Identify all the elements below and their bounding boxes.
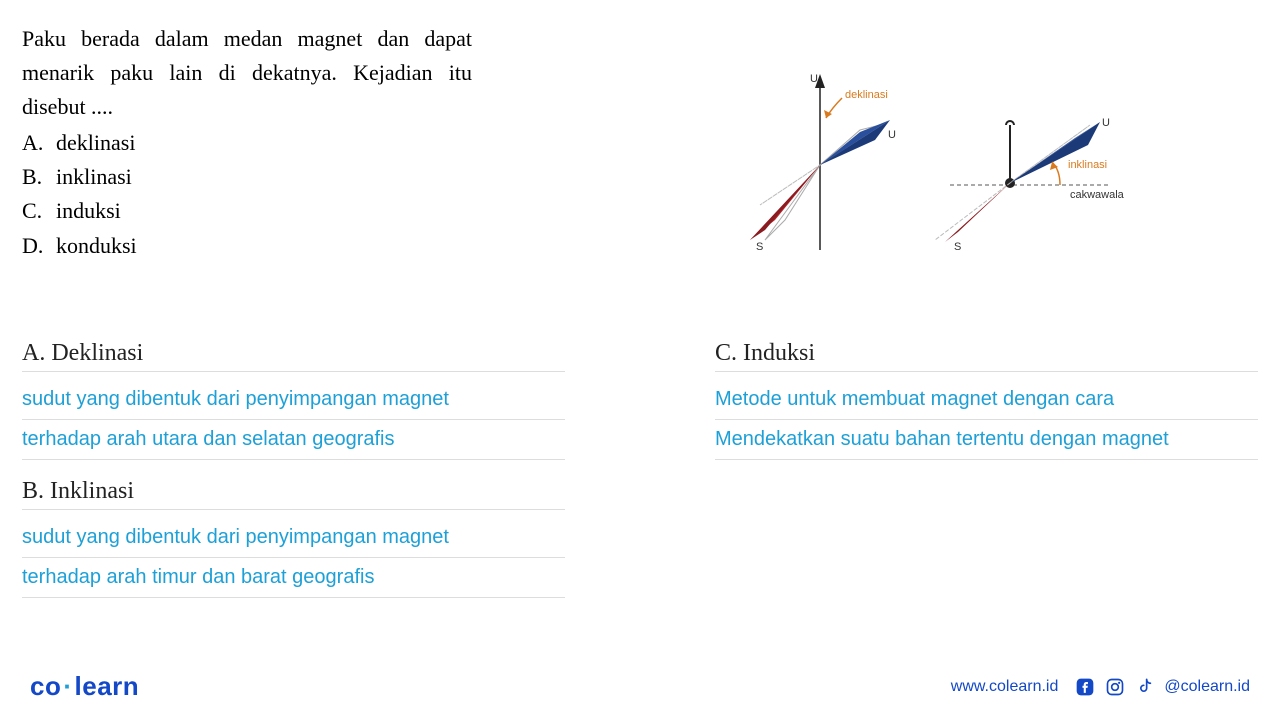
brand-dot-icon: · — [63, 671, 72, 702]
options-list: A. deklinasi B. inklinasi C. induksi D. … — [22, 126, 472, 262]
label-deklinasi: deklinasi — [845, 89, 888, 101]
note-b-line1: sudut yang dibentuk dari penyimpangan ma… — [22, 518, 565, 558]
note-a-title: A. Deklinasi — [22, 340, 565, 372]
option-text: deklinasi — [56, 126, 135, 160]
instagram-icon — [1104, 676, 1126, 698]
note-a-line1: sudut yang dibentuk dari penyimpangan ma… — [22, 380, 565, 420]
option-letter: B. — [22, 160, 48, 194]
note-a-line2: terhadap arah utara dan selatan geografi… — [22, 420, 565, 460]
social-icons: @colearn.id — [1074, 676, 1250, 698]
diagram-declination: U U S deklinasi — [750, 73, 896, 253]
social-handle: @colearn.id — [1164, 678, 1250, 696]
diagram-inclination: U S inklinasi cakwawala — [935, 117, 1125, 253]
label-cakrawala: cakwawala — [1070, 189, 1125, 201]
option-d: D. konduksi — [22, 229, 472, 263]
footer-right: www.colearn.id @colearn.id — [951, 676, 1250, 698]
note-c-block: C. Induksi Metode untuk membuat magnet d… — [715, 340, 1258, 460]
facebook-icon — [1074, 676, 1096, 698]
brand-right: learn — [75, 671, 140, 701]
notes-right-column: C. Induksi Metode untuk membuat magnet d… — [715, 340, 1258, 598]
diagram-area: U U S deklinasi — [740, 70, 1140, 260]
notes-left-column: A. Deklinasi sudut yang dibentuk dari pe… — [22, 340, 565, 598]
note-a-block: A. Deklinasi sudut yang dibentuk dari pe… — [22, 340, 565, 460]
brand-left: co — [30, 671, 61, 701]
footer: co·learn www.colearn.id @colearn.id — [30, 671, 1250, 702]
note-c-title: C. Induksi — [715, 340, 1258, 372]
brand-logo: co·learn — [30, 671, 139, 702]
tiktok-icon — [1134, 676, 1156, 698]
option-c: C. induksi — [22, 194, 472, 228]
label-u-needle: U — [888, 129, 896, 141]
option-text: konduksi — [56, 229, 137, 263]
notes-grid: A. Deklinasi sudut yang dibentuk dari pe… — [22, 340, 1258, 598]
question-text: Paku berada dalam medan magnet dan dapat… — [22, 22, 472, 124]
note-b-line2: terhadap arah timur dan barat geografis — [22, 558, 565, 598]
option-letter: C. — [22, 194, 48, 228]
option-b: B. inklinasi — [22, 160, 472, 194]
option-text: induksi — [56, 194, 121, 228]
option-letter: A. — [22, 126, 48, 160]
label-u: U — [1102, 117, 1110, 129]
note-c-line2: Mendekatkan suatu bahan tertentu dengan … — [715, 420, 1258, 460]
label-u-axis: U — [810, 73, 818, 85]
option-text: inklinasi — [56, 160, 132, 194]
footer-url: www.colearn.id — [951, 678, 1059, 696]
note-b-title: B. Inklinasi — [22, 478, 565, 510]
option-a: A. deklinasi — [22, 126, 472, 160]
note-b-block: B. Inklinasi sudut yang dibentuk dari pe… — [22, 478, 565, 598]
note-c-line1: Metode untuk membuat magnet dengan cara — [715, 380, 1258, 420]
question-block: Paku berada dalam medan magnet dan dapat… — [22, 22, 472, 263]
label-inklinasi: inklinasi — [1068, 159, 1107, 171]
option-letter: D. — [22, 229, 48, 263]
label-s: S — [756, 241, 763, 253]
label-s: S — [954, 241, 961, 253]
